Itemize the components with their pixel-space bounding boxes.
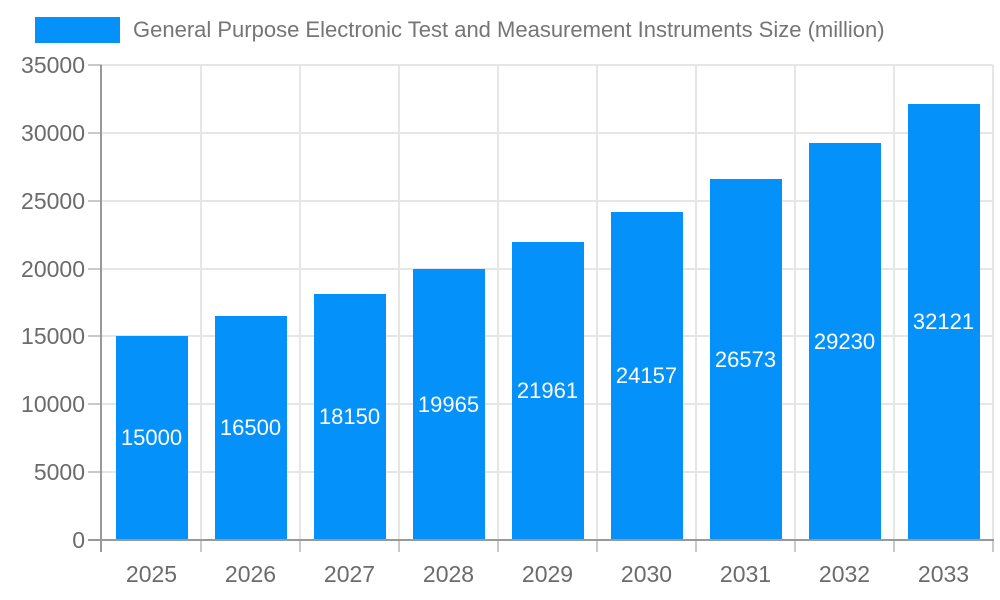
x-tick-label: 2027 [323,561,376,587]
y-tick-label: 35000 [21,52,85,78]
bar[interactable] [313,293,386,540]
x-axis-tick [299,541,301,552]
x-tick-label: 2025 [125,561,178,587]
y-tick-label: 5000 [33,459,85,485]
gridline-v [992,65,994,540]
y-axis-tick [88,471,102,473]
gridline-v [497,65,499,540]
x-axis-tick [398,541,400,552]
gridline-h [102,200,993,202]
y-tick-label: 25000 [21,188,85,214]
x-tick-label: 2029 [521,561,574,587]
x-axis-tick [794,541,796,552]
x-tick-label: 2028 [422,561,475,587]
x-tick-label: 2031 [719,561,772,587]
gridline-v [794,65,796,540]
y-tick-label: 10000 [21,391,85,417]
bar[interactable] [709,179,782,540]
x-axis-tick [200,541,202,552]
bar[interactable] [214,316,287,540]
bar-value-label: 16500 [219,415,282,441]
bar[interactable] [610,212,683,540]
x-tick-label: 2032 [818,561,871,587]
bar[interactable] [115,336,188,540]
y-tick-label: 30000 [21,120,85,146]
gridline-h [102,132,993,134]
bar[interactable] [907,104,980,540]
x-tick-label: 2033 [917,561,970,587]
legend-label: General Purpose Electronic Test and Meas… [133,17,885,42]
gridline-v [596,65,598,540]
gridline-h [102,64,993,66]
bar[interactable] [412,269,485,540]
x-axis-tick [893,541,895,552]
gridline-v [398,65,400,540]
gridline-v [200,65,202,540]
y-axis-tick [88,132,102,134]
gridline-v [893,65,895,540]
gridline-v [299,65,301,540]
bar-value-label: 19965 [417,391,480,417]
gridline-v [695,65,697,540]
y-axis-tick [88,200,102,202]
y-axis-tick [88,335,102,337]
x-axis-tick [695,541,697,552]
y-tick-label: 20000 [21,256,85,282]
bar-value-label: 18150 [318,403,381,429]
y-axis-line [100,65,102,552]
x-tick-label: 2030 [620,561,673,587]
bar-value-label: 29230 [813,328,876,354]
y-axis-tick [88,403,102,405]
y-tick-label: 0 [72,527,85,553]
x-axis-tick [992,541,994,552]
bar-value-label: 21961 [516,377,579,403]
legend[interactable]: General Purpose Electronic Test and Meas… [35,17,885,43]
bar-value-label: 26573 [714,346,777,372]
y-tick-label: 15000 [21,323,85,349]
bar-value-label: 32121 [912,309,975,335]
x-axis-tick [596,541,598,552]
x-axis-tick [497,541,499,552]
bar[interactable] [808,143,881,540]
x-tick-label: 2026 [224,561,277,587]
bar-value-label: 15000 [120,425,183,451]
bar[interactable] [511,241,584,540]
y-axis-tick [88,64,102,66]
y-axis-tick [88,268,102,270]
x-axis-line [88,539,994,541]
bar-value-label: 24157 [615,363,678,389]
legend-swatch[interactable] [35,17,120,43]
